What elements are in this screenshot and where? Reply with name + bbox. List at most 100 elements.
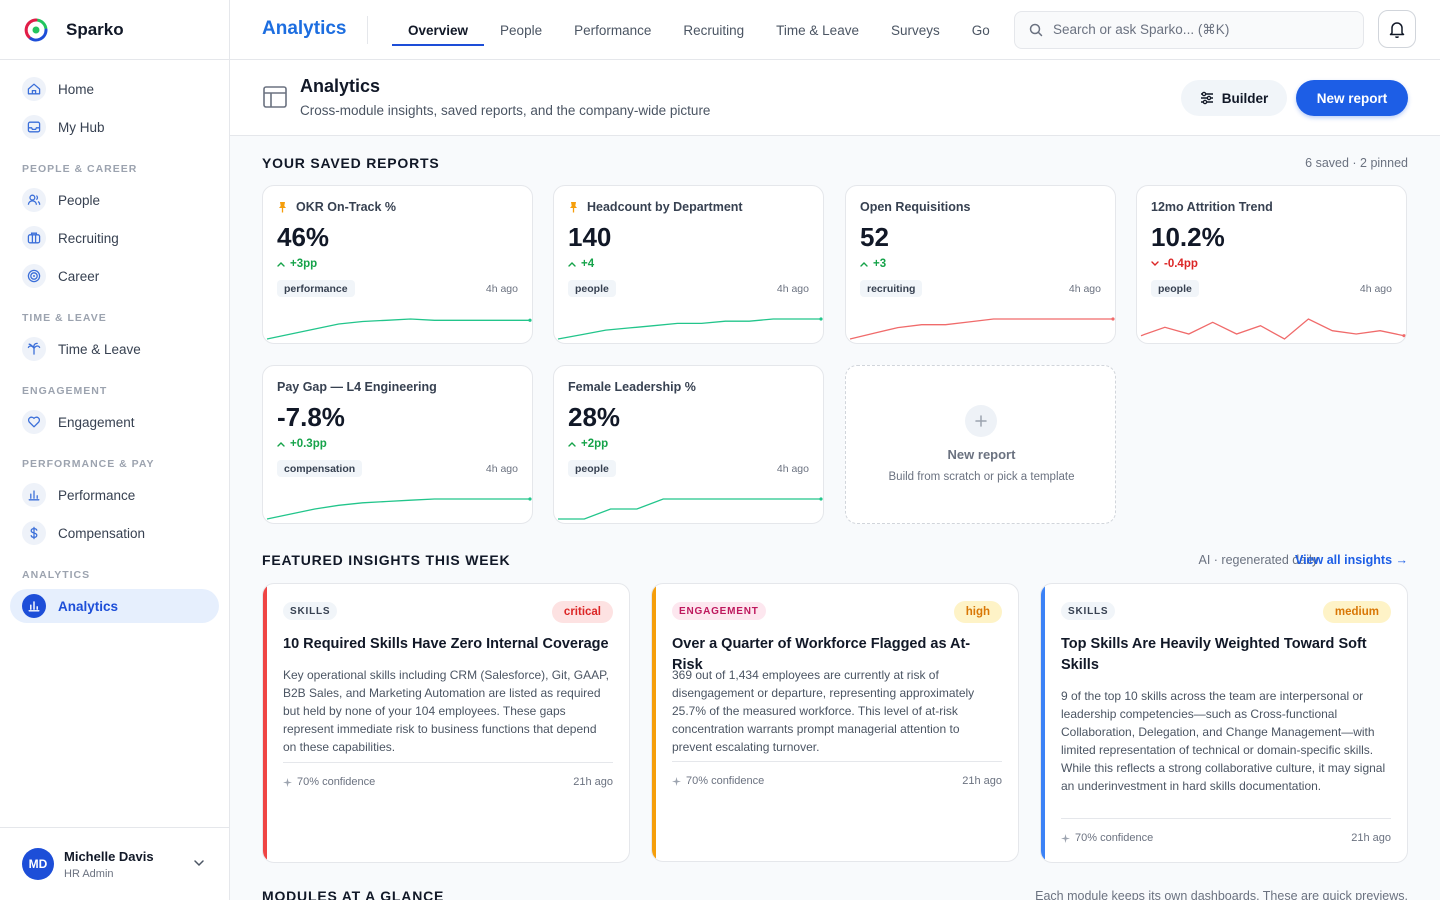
report-time: 4h ago	[485, 283, 518, 295]
report-title-text: Headcount by Department	[587, 200, 743, 214]
new-report-subtitle: Build from scratch or pick a template	[888, 471, 1075, 483]
saved-report-card[interactable]: Open Requisitions 52 +3 recruiting 4h ago	[845, 185, 1116, 344]
builder-button[interactable]: Builder	[1181, 80, 1287, 116]
user-name: Michelle Davis	[64, 848, 154, 864]
notifications-button[interactable]	[1378, 10, 1416, 48]
report-title-text: Open Requisitions	[860, 200, 971, 214]
sparkline-end-point	[528, 497, 532, 501]
report-title: 12mo Attrition Trend	[1151, 200, 1273, 214]
sidebar-item-my-hub[interactable]: My Hub	[10, 110, 219, 144]
insights-meta: AI · regenerated daily	[1198, 553, 1318, 567]
avatar: MD	[22, 848, 54, 880]
sparkline-path	[1140, 318, 1405, 340]
insight-confidence: 70% confidence	[1061, 832, 1153, 844]
insight-time: 21h ago	[1351, 832, 1391, 844]
tab-goals[interactable]: Goals	[971, 22, 990, 38]
report-tag: performance	[277, 280, 355, 297]
sparkline	[558, 497, 823, 520]
insight-confidence: 70% confidence	[672, 775, 764, 787]
sparkline	[1140, 318, 1406, 340]
sidebar-item-compensation[interactable]: Compensation	[10, 516, 219, 550]
report-value: 46%	[277, 222, 330, 252]
modules-title: MODULES AT A GLANCE	[262, 888, 445, 900]
saved-report-card[interactable]: Female Leadership % 28% +2pp people 4h ago	[553, 365, 824, 524]
page-header: Analytics Cross-module insights, saved r…	[230, 60, 1440, 136]
builder-label: Builder	[1221, 90, 1269, 106]
report-tag: people	[1151, 280, 1199, 297]
chevron-up-icon	[568, 442, 576, 447]
severity-accent-bar	[263, 584, 267, 862]
analytics-tabs: Overview People Performance Recruiting Time …	[392, 0, 990, 60]
target-icon	[22, 264, 46, 288]
sidebar-item-label: People	[58, 192, 101, 208]
plus-icon	[965, 405, 997, 437]
insight-card[interactable]: ENGAGEMENT high Over a Quarter of Workforc…	[651, 583, 1019, 862]
view-all-insights-link[interactable]: View all insights →	[1295, 553, 1408, 567]
sidebar-item-home[interactable]: Home	[10, 72, 219, 106]
insight-footer: 70% confidence 21h ago	[672, 761, 1002, 787]
sparkline-end-point	[819, 497, 823, 501]
saved-report-card[interactable]: OKR On-Track % 46% +3pp performance 4h ago	[262, 185, 533, 344]
report-title-text: 12mo Attrition Trend	[1151, 200, 1273, 214]
chevron-down-icon[interactable]	[193, 857, 205, 869]
report-title: Headcount by Department	[568, 200, 743, 214]
chevron-up-icon	[860, 262, 868, 267]
sidebar-item-analytics[interactable]: Analytics	[10, 589, 219, 623]
user-menu[interactable]: MD Michelle Davis HR Admin	[0, 827, 229, 900]
insights-title: FEATURED INSIGHTS THIS WEEK	[262, 552, 511, 568]
report-delta-text: +2pp	[581, 438, 609, 450]
insight-category: SKILLS	[1061, 602, 1116, 620]
sidebar-item-time-leave[interactable]: Time & Leave	[10, 332, 219, 366]
report-time: 4h ago	[776, 463, 809, 475]
sparkle-icon	[672, 776, 681, 786]
section-title: Analytics	[262, 18, 347, 39]
sliders-icon	[1200, 91, 1213, 105]
sidebar-item-engagement[interactable]: Engagement	[10, 405, 219, 439]
tab-surveys[interactable]: Surveys	[890, 22, 940, 38]
insight-card[interactable]: SKILLS critical 10 Required Skills Have Ze…	[262, 583, 630, 863]
sparkline	[266, 318, 532, 340]
report-time: 4h ago	[1359, 283, 1392, 295]
briefcase-icon	[22, 226, 46, 250]
palm-tree-icon	[22, 337, 46, 361]
confidence-text: 70% confidence	[1075, 832, 1154, 844]
main-content: YOUR SAVED REPORTS 6 saved · 2 pinned OK…	[230, 136, 1440, 900]
report-delta-text: +3pp	[290, 258, 318, 270]
sidebar-item-people[interactable]: People	[10, 183, 219, 217]
report-delta-text: +4	[581, 258, 595, 270]
tab-overview[interactable]: Overview	[392, 0, 485, 60]
severity-badge: critical	[551, 601, 613, 623]
sidebar-item-performance[interactable]: Performance	[10, 478, 219, 512]
analytics-icon	[22, 594, 46, 618]
insight-title: Top Skills Are Heavily Weighted Toward S…	[1061, 636, 1367, 673]
saved-report-card[interactable]: 12mo Attrition Trend 10.2% -0.4pp people 4h …	[1136, 185, 1407, 344]
sidebar-item-label: Time & Leave	[58, 341, 141, 357]
sidebar-item-career[interactable]: Career	[10, 259, 219, 293]
saved-report-card[interactable]: Pay Gap — L4 Engineering -7.8% +0.3pp compe…	[262, 365, 533, 524]
insight-time: 21h ago	[573, 776, 613, 788]
new-report-card[interactable]: New report Build from scratch or pick a …	[845, 365, 1116, 524]
saved-report-card[interactable]: Headcount by Department 140 +4 people 4h ago	[553, 185, 824, 344]
tab-performance[interactable]: Performance	[574, 22, 652, 38]
sparkline-path	[266, 318, 530, 340]
search-input[interactable]: Search or ask Sparko... (⌘K)	[1014, 11, 1364, 49]
sparkline-path	[557, 318, 821, 340]
new-report-button[interactable]: New report	[1296, 80, 1408, 116]
modules-meta: Each module keeps its own dashboards. Th…	[1035, 889, 1408, 900]
insight-card[interactable]: SKILLS medium Top Skills Are Heavily Weigh…	[1040, 583, 1408, 863]
tab-people[interactable]: People	[500, 22, 543, 38]
brand[interactable]: Sparko	[0, 0, 229, 60]
tab-time-leave[interactable]: Time & Leave	[776, 22, 859, 38]
home-icon	[22, 77, 46, 101]
search-placeholder: Search or ask Sparko... (⌘K)	[1053, 22, 1230, 37]
dollar-icon	[22, 521, 46, 545]
chevron-up-icon	[277, 262, 285, 267]
sidebar-section-title: ENGAGEMENT	[22, 385, 108, 397]
tab-recruiting[interactable]: Recruiting	[683, 22, 745, 38]
report-delta: +2pp	[568, 438, 608, 450]
sidebar-item-recruiting[interactable]: Recruiting	[10, 221, 219, 255]
report-tag: people	[568, 460, 616, 477]
sparkline-path	[849, 318, 1113, 340]
severity-badge: medium	[1322, 601, 1391, 623]
sidebar-item-label: Compensation	[58, 525, 146, 541]
